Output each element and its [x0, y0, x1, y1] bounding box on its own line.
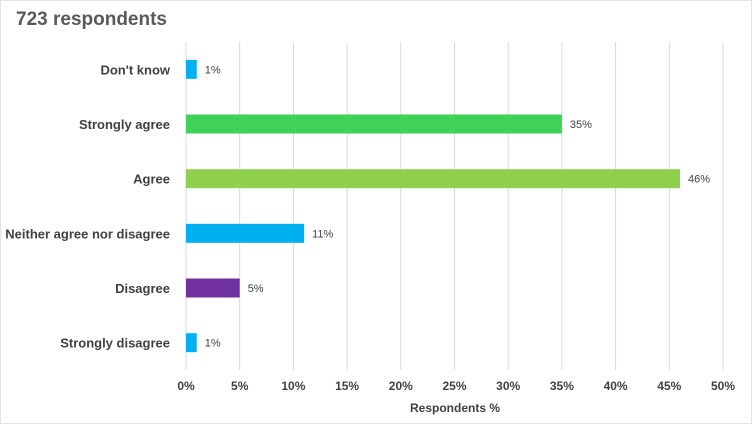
data-label: 1%	[205, 338, 221, 350]
category-labels: Don't know Strongly agree Agree Neither agr…	[5, 62, 171, 350]
bar	[186, 59, 197, 79]
chart-title: 723 respondents	[16, 9, 167, 30]
bars	[186, 59, 681, 353]
x-tick-label: 0%	[177, 379, 195, 393]
bar	[186, 278, 240, 298]
x-tick-label: 40%	[604, 379, 628, 393]
category-label: Strongly disagree	[60, 336, 170, 351]
x-tick-label: 50%	[711, 379, 735, 393]
bar	[186, 114, 562, 134]
x-tick-label: 5%	[231, 379, 249, 393]
category-label: Strongly agree	[79, 117, 170, 132]
x-tick-labels: 0% 5% 10% 15% 20% 25% 30% 35% 40% 45% 50%	[177, 379, 735, 393]
data-label: 46%	[688, 174, 710, 186]
bar	[186, 333, 197, 353]
category-label: Disagree	[115, 281, 170, 296]
bar	[186, 223, 305, 243]
x-tick-label: 15%	[335, 379, 359, 393]
x-tick-label: 35%	[550, 379, 574, 393]
x-tick-label: 30%	[496, 379, 520, 393]
x-tick-label: 10%	[281, 379, 305, 393]
data-label: 11%	[312, 228, 333, 240]
category-label: Neither agree nor disagree	[5, 226, 170, 241]
x-axis-title: Respondents %	[410, 401, 500, 415]
x-tick-label: 25%	[442, 379, 466, 393]
category-label: Don't know	[100, 62, 170, 77]
category-label: Agree	[133, 172, 170, 187]
data-labels: 1% 35% 46% 11% 5% 1%	[205, 64, 711, 349]
data-label: 1%	[205, 64, 221, 76]
x-tick-label: 20%	[389, 379, 413, 393]
x-tick-label: 45%	[657, 379, 681, 393]
bar	[186, 169, 681, 189]
data-label: 5%	[248, 283, 264, 295]
data-label: 35%	[570, 119, 592, 131]
gridlines	[185, 42, 724, 370]
